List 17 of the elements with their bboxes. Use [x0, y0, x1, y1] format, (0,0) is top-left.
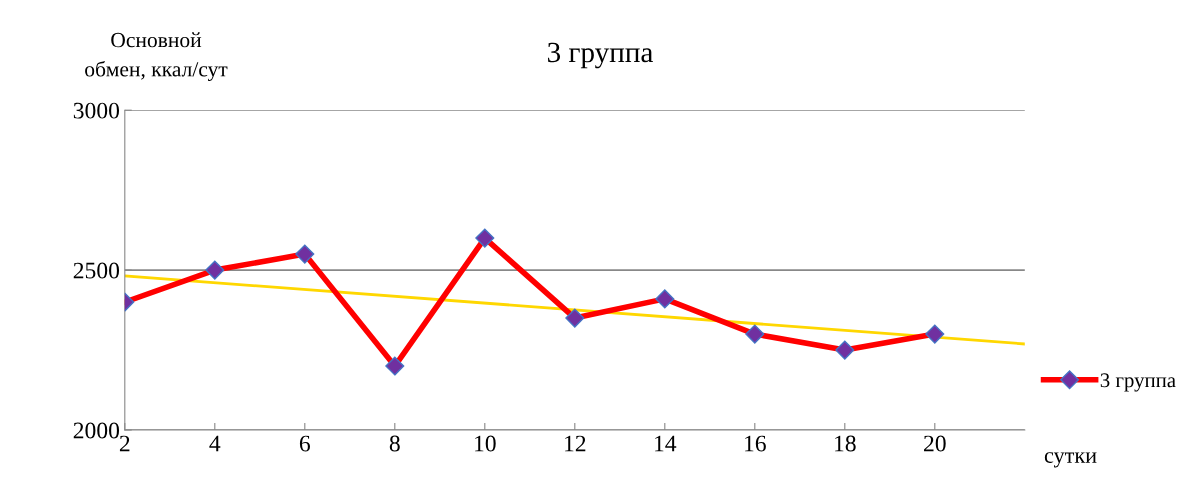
x-tick-label: 12: [565, 435, 586, 452]
x-tick-label: 6: [299, 435, 310, 452]
y-tick-label: 3000: [73, 102, 120, 119]
x-tick-label: 18: [835, 435, 856, 452]
y-tick-label: 2500: [73, 262, 120, 279]
y-axis-title: Основной обмен, ккал/сут: [85, 32, 228, 81]
x-axis-title: сутки: [1044, 452, 1097, 468]
x-tick-label: 10: [475, 435, 496, 452]
x-tick-label: 14: [655, 435, 677, 452]
x-tick-label: 8: [389, 435, 400, 452]
x-tick-label: 4: [209, 435, 221, 452]
chart-title: 3 группа: [548, 42, 653, 69]
legend-label: 3 группа: [1100, 373, 1176, 392]
y-tick-label: 2000: [73, 422, 120, 439]
x-tick-label: 20: [924, 435, 946, 452]
x-tick-label: 2: [119, 435, 130, 452]
x-tick-label: 16: [745, 435, 766, 452]
